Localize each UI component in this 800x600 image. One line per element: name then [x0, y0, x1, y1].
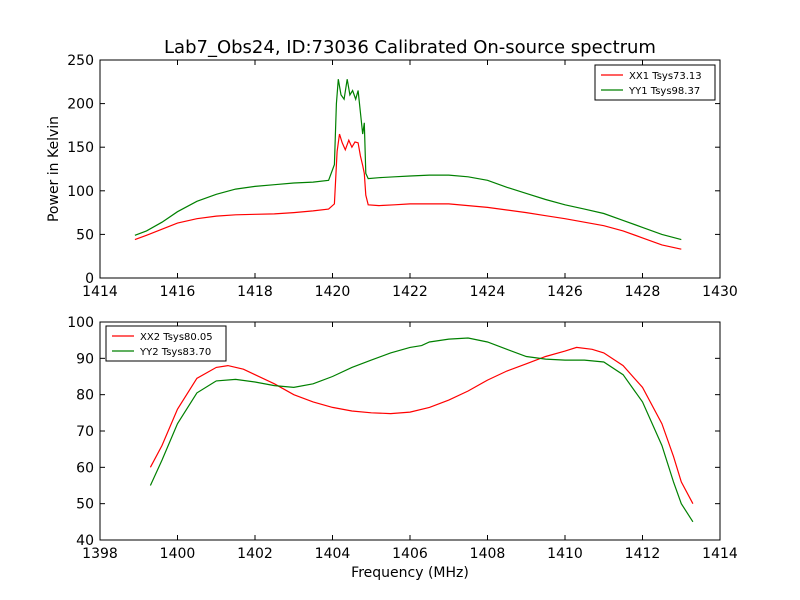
y-tick-label: 80	[76, 388, 94, 404]
y-tick-label: 200	[67, 97, 94, 113]
y-tick-label: 50	[76, 227, 94, 243]
x-tick-label: 1410	[547, 546, 583, 562]
series-line-1-1	[134, 133, 682, 250]
legend: XX2 Tsys80.05 YY2 Tsys83.70	[105, 325, 227, 362]
y-tick-label: 150	[67, 140, 94, 156]
x-tick-label: 1398	[82, 546, 118, 562]
legend-label: YY1 Tsys98.37	[628, 86, 700, 97]
x-tick-label: 1414	[82, 284, 118, 300]
y-tick-label: 90	[76, 351, 94, 367]
y-tick-label: 0	[85, 271, 94, 287]
x-tick-label: 1416	[160, 284, 196, 300]
series-line-2-1	[149, 346, 694, 504]
y-tick-label: 50	[76, 497, 94, 513]
top-plot-panel: 1414 1416 1418 1420 1422 1424 1426 1428 1430 0 50 1…	[46, 53, 738, 300]
x-tick-label: 1424	[470, 284, 506, 300]
x-tick-label: 1404	[315, 546, 351, 562]
y-axis-label: Power in Kelvin	[46, 116, 62, 222]
series-line-2-2	[149, 337, 694, 523]
bottom-plot-panel: 1398 1400 1402 1404 1406 1408 1410 1412 1414 40 50…	[67, 315, 738, 581]
x-tick-label: 1428	[625, 284, 661, 300]
x-tick-label: 1402	[237, 546, 273, 562]
legend-label: XX1 Tsys73.13	[629, 71, 702, 82]
x-tick-label: 1412	[625, 546, 661, 562]
y-tick-label: 100	[67, 184, 94, 200]
y-tick-label: 60	[76, 460, 94, 476]
x-tick-label: 1420	[315, 284, 351, 300]
legend-box	[105, 325, 227, 362]
x-tick-label: 1426	[547, 284, 583, 300]
series-line-1-2	[134, 79, 682, 241]
x-axis-label: Frequency (MHz)	[351, 565, 469, 581]
legend-label: YY2 Tsys83.70	[139, 347, 211, 358]
x-tick-label: 1430	[702, 284, 738, 300]
y-tick-label: 250	[67, 53, 94, 69]
y-tick-label: 40	[76, 533, 94, 549]
y-tick-label: 70	[76, 424, 94, 440]
x-tick-label: 1400	[160, 546, 196, 562]
x-tick-label: 1406	[392, 546, 428, 562]
x-tick-label: 1414	[702, 546, 738, 562]
legend-label: XX2 Tsys80.05	[140, 332, 213, 343]
x-tick-label: 1422	[392, 284, 428, 300]
legend: XX1 Tsys73.13 YY1 Tsys98.37	[594, 64, 716, 101]
x-tick-label: 1418	[237, 284, 273, 300]
x-tick-label: 1408	[470, 546, 506, 562]
figure-title: Lab7_Obs24, ID:73036 Calibrated On-sourc…	[164, 37, 656, 58]
y-tick-label: 100	[67, 315, 94, 331]
legend-box	[594, 64, 716, 101]
